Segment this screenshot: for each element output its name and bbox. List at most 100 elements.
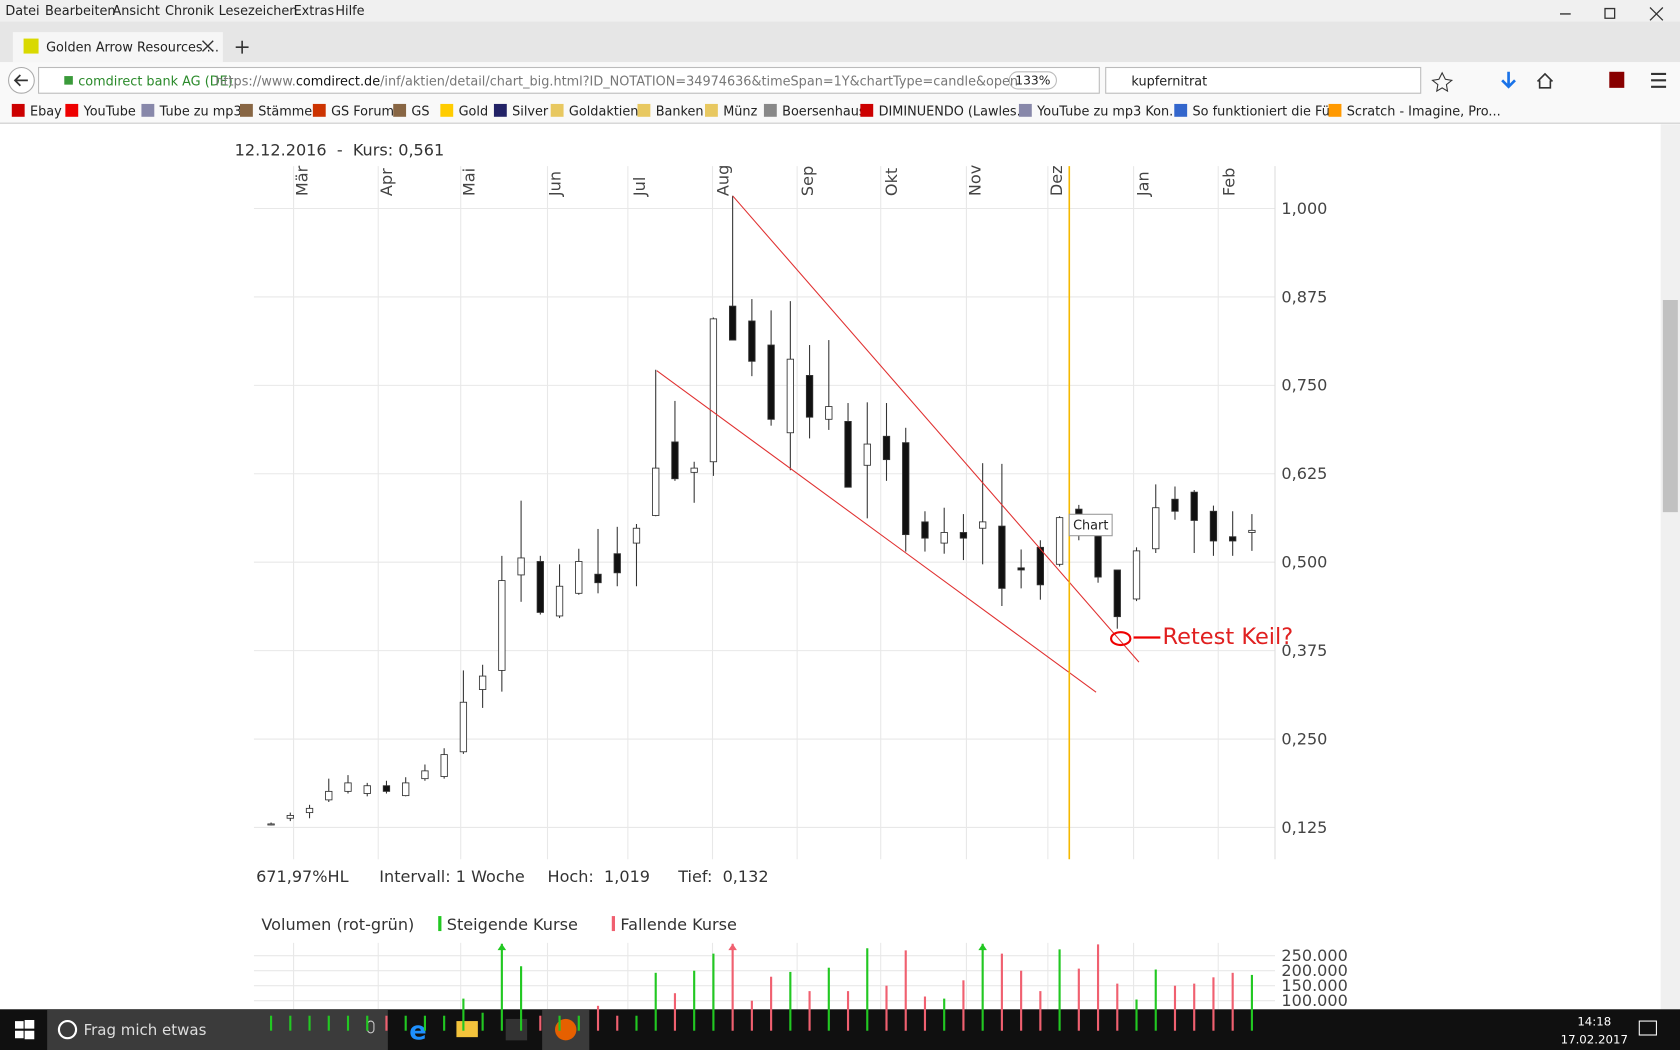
month-label: Dez <box>1047 165 1066 196</box>
month-label: Mai <box>460 168 479 196</box>
menu-item[interactable]: Lesezeichen <box>219 4 298 19</box>
zoom-badge[interactable] <box>1008 71 1057 90</box>
candle-body <box>440 754 448 777</box>
menu-item[interactable]: Datei <box>5 4 39 19</box>
clock-time: 14:18 <box>1577 1014 1611 1028</box>
y-tick-label: 0,375 <box>1281 641 1327 660</box>
month-label: Jul <box>630 177 649 197</box>
scroll-thumb[interactable] <box>1662 300 1678 513</box>
candle-body <box>459 701 468 753</box>
active-tab[interactable] <box>12 32 223 63</box>
bookmark-star[interactable] <box>1431 71 1454 93</box>
candle-body <box>709 318 718 463</box>
bookmark[interactable]: Goldaktien <box>569 105 638 120</box>
y-tick-label: 1,000 <box>1281 199 1327 218</box>
chart-area <box>253 166 1276 1010</box>
taskbar-search[interactable] <box>47 1009 388 1050</box>
candle-body <box>728 305 737 341</box>
legend-label: Steigende Kurse <box>447 915 578 934</box>
bookmark-icon <box>65 103 79 117</box>
bookmark[interactable]: DIMINUENDO (Lawles... <box>879 105 1029 120</box>
url-bar[interactable] <box>38 66 1100 94</box>
edge-icon[interactable]: e <box>409 1016 426 1046</box>
bookmark[interactable]: Banken <box>656 105 704 120</box>
bookmark[interactable]: YouTube zu mp3 Kon... <box>1036 105 1181 120</box>
candle-body <box>555 585 564 617</box>
back-arrow <box>13 74 28 87</box>
y-tick-label: 0,125 <box>1281 818 1327 837</box>
annotation-circle <box>1110 631 1132 647</box>
scrollbar[interactable] <box>1660 124 1680 1010</box>
month-label: Jun <box>545 171 564 197</box>
candle-body <box>1113 569 1121 618</box>
candle-body <box>959 532 968 539</box>
bookmark-icon <box>860 103 874 117</box>
bookmark[interactable]: So funktioniert die Fü... <box>1193 105 1343 120</box>
explorer-icon[interactable] <box>456 1021 478 1038</box>
bookmark[interactable]: Boersenhaus <box>782 105 866 120</box>
bookmark[interactable]: GS Forum <box>331 105 394 120</box>
candle-body <box>344 782 352 792</box>
ublock-icon[interactable] <box>1609 71 1625 88</box>
stat: Hoch: 1,019 <box>548 867 651 886</box>
window-controls[interactable] <box>1560 7 1664 21</box>
bookmark[interactable]: GS <box>411 105 429 120</box>
annotation: Retest Keil? <box>1163 624 1294 650</box>
candle-body <box>844 421 852 488</box>
candle-body <box>748 320 756 362</box>
month-label: Aug <box>714 165 733 196</box>
bookmark[interactable]: Silver <box>512 105 549 120</box>
bookmark[interactable]: Gold <box>459 105 489 120</box>
bookmark[interactable]: Scratch - Imagine, Pro... <box>1347 105 1501 120</box>
chart-header: 12.12.2016 - Kurs: 0,561 <box>235 140 445 159</box>
bookmark-icon <box>493 103 507 117</box>
candle-body <box>498 580 506 671</box>
download-icon[interactable] <box>1501 71 1516 89</box>
bookmark[interactable]: YouTube <box>83 105 136 120</box>
menu-item[interactable]: Chronik <box>165 4 215 19</box>
bookmark-icon <box>550 103 564 117</box>
site-identity: comdirect bank AG (DE) <box>78 75 233 90</box>
bookmark[interactable]: Ebay <box>30 105 62 120</box>
candle-body <box>594 573 602 584</box>
bookmark[interactable]: Stämme <box>258 105 312 120</box>
menu-item[interactable]: Ansicht <box>113 4 160 19</box>
candle-body <box>690 467 698 473</box>
y-tick-label: 0,500 <box>1281 553 1327 572</box>
zoom-level: 133% <box>1015 74 1051 88</box>
stat: Intervall: 1 Woche <box>379 867 525 886</box>
tooltip-text: Chart <box>1073 518 1108 533</box>
candle-body <box>1094 534 1102 578</box>
overflow-arrow <box>497 943 507 951</box>
new-tab[interactable] <box>235 40 249 54</box>
bookmark[interactable]: Tube zu mp3 <box>159 105 242 120</box>
stat: 671,97%HL <box>256 867 349 886</box>
candle-body <box>517 557 525 576</box>
menu-item[interactable]: Bearbeiten <box>45 4 116 19</box>
menu-icon[interactable] <box>1651 72 1667 88</box>
menu-item[interactable]: Hilfe <box>335 4 364 19</box>
candle-body <box>1248 529 1256 533</box>
taskbar-search-text: Frag mich etwas <box>84 1021 207 1039</box>
search-bar[interactable] <box>1105 66 1422 94</box>
candle-body <box>652 467 660 516</box>
y-tick-label: 0,750 <box>1281 376 1327 395</box>
month-label: Jan <box>1134 171 1153 197</box>
overflow-arrow <box>978 943 987 951</box>
candle-body <box>998 525 1006 589</box>
start-button[interactable] <box>15 1020 35 1040</box>
home-icon[interactable] <box>1536 72 1554 89</box>
bookmark[interactable]: Münz <box>723 105 757 120</box>
amazon-icon[interactable] <box>505 1018 528 1041</box>
candle-body <box>1209 510 1218 542</box>
url-part: comdirect.de <box>296 75 380 90</box>
candle-body <box>1190 491 1198 521</box>
notification-icon[interactable] <box>1638 1020 1657 1036</box>
candle-body <box>863 443 871 466</box>
menu-item[interactable]: Extras <box>294 4 335 19</box>
bookmark-icon <box>312 103 326 117</box>
search-text: kupfernitrat <box>1131 75 1207 90</box>
candle-body <box>921 521 929 539</box>
month-label: Okt <box>882 168 901 196</box>
tab-close[interactable] <box>202 40 214 52</box>
